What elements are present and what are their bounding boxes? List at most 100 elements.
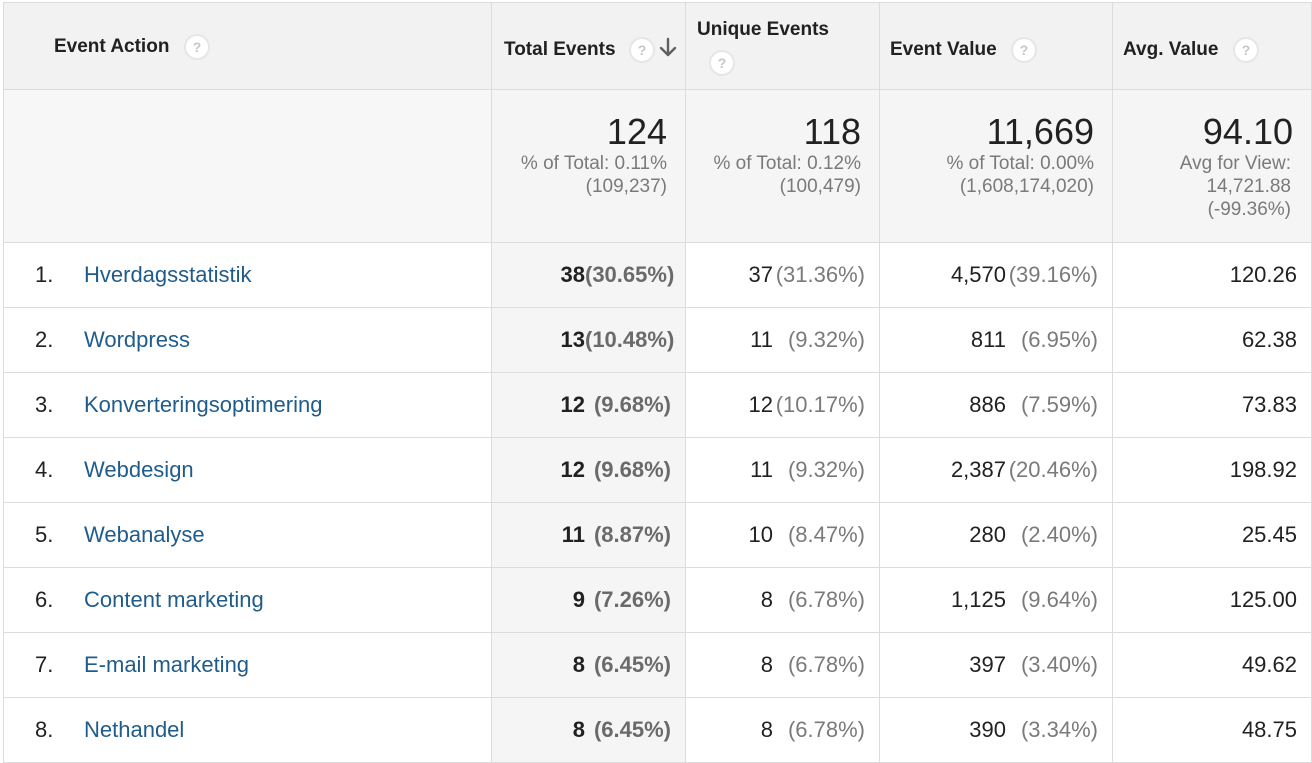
unique-events-cell: 10 (8.47%) xyxy=(685,502,880,568)
total-events-percent: (10.48%) xyxy=(585,327,675,352)
event-action-link[interactable]: E-mail marketing xyxy=(84,652,250,677)
help-icon[interactable]: ? xyxy=(1011,37,1037,63)
event-value-value: 886 xyxy=(969,392,1006,417)
row-rank: 8. xyxy=(35,717,54,742)
event-value-value: 811 xyxy=(970,327,1006,352)
data-rows: 1. Hverdagsstatistik 38(30.65%) 37 (31.36%) 4… xyxy=(3,242,1312,763)
unique-events-cell: 37 (31.36%) xyxy=(685,242,880,308)
row-rank: 6. xyxy=(35,587,54,612)
event-value-percent: (6.95%) xyxy=(1020,327,1098,352)
column-header-unique-events[interactable]: Unique Events ? xyxy=(685,2,880,90)
unique-events-cell: 11 (9.32%) xyxy=(685,437,880,503)
total-events-value: 38 xyxy=(560,262,585,287)
totals-site-total: (100,479) xyxy=(779,176,861,197)
column-header-event-action[interactable]: Event Action ? xyxy=(3,2,492,90)
totals-percent-of-total: % of Total: 0.11% xyxy=(520,153,667,174)
event-action-link[interactable]: Webdesign xyxy=(84,457,194,482)
totals-value: 118 xyxy=(803,111,861,152)
totals-avg-for-view-label: Avg for View: xyxy=(1179,153,1291,174)
help-icon[interactable]: ? xyxy=(629,37,655,63)
event-action-cell: 4. Webdesign xyxy=(3,437,492,503)
row-rank: 7. xyxy=(35,652,54,677)
column-header-event-value[interactable]: Event Value ? xyxy=(879,2,1113,90)
table-row: 3. Konverteringsoptimering 12 (9.68%) 12 (10.… xyxy=(3,372,1312,438)
event-action-link[interactable]: Content marketing xyxy=(84,587,264,612)
help-icon[interactable]: ? xyxy=(709,50,735,76)
total-events-cell: 11 (8.87%) xyxy=(491,502,686,568)
event-action-link[interactable]: Wordpress xyxy=(84,327,190,352)
total-events-value: 12 xyxy=(560,392,585,417)
totals-avg-delta: (-99.36%) xyxy=(1207,199,1291,220)
event-action-cell: 2. Wordpress xyxy=(3,307,492,373)
column-label-event-action: Event Action xyxy=(54,36,170,57)
total-events-percent: (9.68%) xyxy=(593,457,671,482)
event-action-link[interactable]: Webanalyse xyxy=(84,522,205,547)
unique-events-percent: (10.17%) xyxy=(775,392,865,417)
event-value-cell: 397 (3.40%) xyxy=(879,632,1113,698)
totals-percent-of-total: % of Total: 0.12% xyxy=(713,153,861,174)
avg-value-cell: 125.00 xyxy=(1112,567,1312,633)
avg-value-cell: 62.38 xyxy=(1112,307,1312,373)
event-action-link[interactable]: Konverteringsoptimering xyxy=(84,392,323,417)
event-action-report-table: Event Action ? Total Events ? Unique Eve… xyxy=(3,2,1312,763)
unique-events-value: 10 xyxy=(748,522,773,547)
table-row: 6. Content marketing 9 (7.26%) 8 (6.78%) 1,125… xyxy=(3,567,1312,633)
unique-events-percent: (8.47%) xyxy=(787,522,865,547)
totals-value: 124 xyxy=(606,111,667,152)
total-events-percent: (6.45%) xyxy=(593,717,671,742)
event-action-cell: 6. Content marketing xyxy=(3,567,492,633)
total-events-cell: 38(30.65%) xyxy=(491,242,686,308)
totals-value: 11,669 xyxy=(986,111,1094,152)
table-row: 2. Wordpress 13(10.48%) 11 (9.32%) 811 (6.95%)… xyxy=(3,307,1312,373)
help-icon[interactable]: ? xyxy=(1233,37,1259,63)
totals-event-value: 11,669 % of Total: 0.00% (1,608,174,020) xyxy=(879,89,1113,243)
table-row: 8. Nethandel 8 (6.45%) 8 (6.78%) 390 (3.34%) 48.… xyxy=(3,697,1312,763)
totals-percent-of-total: % of Total: 0.00% xyxy=(946,153,1094,174)
help-icon[interactable]: ? xyxy=(184,34,210,60)
event-value-percent: (2.40%) xyxy=(1020,522,1098,547)
sort-descending-icon[interactable] xyxy=(658,37,678,59)
totals-avg-for-view: 14,721.88 xyxy=(1206,176,1291,197)
totals-row: 124 % of Total: 0.11% (109,237) 118 % of… xyxy=(3,89,1312,243)
unique-events-value: 37 xyxy=(748,262,773,287)
event-value-percent: (9.64%) xyxy=(1020,587,1098,612)
table-row: 1. Hverdagsstatistik 38(30.65%) 37 (31.36%) 4… xyxy=(3,242,1312,308)
total-events-percent: (30.65%) xyxy=(585,262,675,287)
total-events-percent: (8.87%) xyxy=(593,522,671,547)
unique-events-value: 8 xyxy=(760,652,773,677)
column-header-avg-value[interactable]: Avg. Value ? xyxy=(1112,2,1312,90)
column-label-event-value: Event Value xyxy=(890,39,997,60)
event-value-cell: 886 (7.59%) xyxy=(879,372,1113,438)
event-value-cell: 811 (6.95%) xyxy=(879,307,1113,373)
total-events-value: 11 xyxy=(561,522,585,547)
event-value-percent: (39.16%) xyxy=(1008,262,1098,287)
event-value-percent: (3.34%) xyxy=(1020,717,1098,742)
totals-site-total: (1,608,174,020) xyxy=(959,176,1094,197)
avg-value-cell: 25.45 xyxy=(1112,502,1312,568)
event-value-cell: 2,387 (20.46%) xyxy=(879,437,1113,503)
total-events-cell: 9 (7.26%) xyxy=(491,567,686,633)
table-row: 7. E-mail marketing 8 (6.45%) 8 (6.78%) 397 (3.… xyxy=(3,632,1312,698)
row-rank: 5. xyxy=(35,522,54,547)
event-value-value: 397 xyxy=(969,652,1006,677)
total-events-cell: 13(10.48%) xyxy=(491,307,686,373)
total-events-percent: (7.26%) xyxy=(593,587,671,612)
event-action-link[interactable]: Hverdagsstatistik xyxy=(84,262,252,287)
event-value-percent: (3.40%) xyxy=(1020,652,1098,677)
avg-value-cell: 73.83 xyxy=(1112,372,1312,438)
avg-value-cell: 120.26 xyxy=(1112,242,1312,308)
totals-avg-value: 94.10 Avg for View: 14,721.88 (-99.36%) xyxy=(1112,89,1312,243)
unique-events-cell: 11 (9.32%) xyxy=(685,307,880,373)
avg-value-value: 73.83 xyxy=(1241,392,1297,417)
row-rank: 2. xyxy=(35,327,54,352)
event-action-link[interactable]: Nethandel xyxy=(84,717,185,742)
avg-value-value: 49.62 xyxy=(1241,652,1297,677)
column-label-unique-events: Unique Events xyxy=(697,19,829,40)
event-action-cell: 1. Hverdagsstatistik xyxy=(3,242,492,308)
event-value-percent: (20.46%) xyxy=(1008,457,1098,482)
avg-value-value: 25.45 xyxy=(1241,522,1297,547)
avg-value-cell: 48.75 xyxy=(1112,697,1312,763)
column-header-total-events[interactable]: Total Events ? xyxy=(491,2,686,90)
event-value-value: 1,125 xyxy=(950,587,1006,612)
avg-value-cell: 49.62 xyxy=(1112,632,1312,698)
